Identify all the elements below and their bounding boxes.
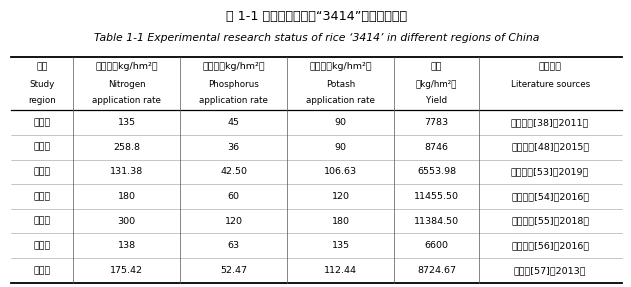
Text: 吴寿华等[53]（2019）: 吴寿华等[53]（2019） [511, 167, 589, 177]
Text: 施钒量（kg/hm²）: 施钒量（kg/hm²） [309, 63, 372, 71]
Text: 180: 180 [117, 192, 136, 201]
Text: 刘巧珍等[55]（2018）: 刘巧珍等[55]（2018） [511, 217, 589, 226]
Text: 8724.67: 8724.67 [417, 266, 456, 275]
Text: 戚士胜等[54]（2016）: 戚士胜等[54]（2016） [511, 192, 589, 201]
Text: 区域: 区域 [37, 63, 48, 71]
Text: （kg/hm²）: （kg/hm²） [416, 80, 457, 90]
Text: 施氮量（kg/hm²）: 施氮量（kg/hm²） [95, 63, 158, 71]
Text: 浙江省: 浙江省 [33, 143, 51, 152]
Text: 表 1-1 我国各地区水稻“3414”实验研究状况: 表 1-1 我国各地区水稻“3414”实验研究状况 [226, 10, 407, 23]
Text: 6600: 6600 [425, 241, 449, 250]
Text: 52.47: 52.47 [220, 266, 247, 275]
Text: 60: 60 [228, 192, 240, 201]
Text: 180: 180 [332, 217, 350, 226]
Text: application rate: application rate [307, 96, 375, 105]
Text: 45: 45 [228, 118, 240, 127]
Text: Potash: Potash [326, 80, 355, 90]
Text: 120: 120 [225, 217, 243, 226]
Text: 福建省: 福建省 [33, 167, 51, 177]
Text: Table 1-1 Experimental research status of rice ‘3414’ in different regions of Ch: Table 1-1 Experimental research status o… [94, 33, 539, 43]
Text: Nitrogen: Nitrogen [108, 80, 145, 90]
Text: application rate: application rate [199, 96, 268, 105]
Text: 135: 135 [332, 241, 350, 250]
Text: 138: 138 [117, 241, 136, 250]
Text: 106.63: 106.63 [324, 167, 357, 177]
Text: 龙箛箛等[56]（2016）: 龙箛箛等[56]（2016） [511, 241, 589, 250]
Text: 江苏省: 江苏省 [33, 217, 51, 226]
Text: 7783: 7783 [425, 118, 449, 127]
Text: 135: 135 [117, 118, 136, 127]
Text: 63: 63 [228, 241, 240, 250]
Text: 8746: 8746 [425, 143, 449, 152]
Text: 90: 90 [335, 143, 347, 152]
Text: Literature sources: Literature sources [510, 80, 590, 90]
Text: 海南省: 海南省 [33, 241, 51, 250]
Text: 董作珍等[48]（2015）: 董作珍等[48]（2015） [511, 143, 589, 152]
Text: 300: 300 [117, 217, 136, 226]
Text: application rate: application rate [92, 96, 161, 105]
Text: 11384.50: 11384.50 [414, 217, 459, 226]
Text: 6553.98: 6553.98 [417, 167, 456, 177]
Text: 王伟婠等[38]（2011）: 王伟婠等[38]（2011） [511, 118, 589, 127]
Text: Phosphorus: Phosphorus [208, 80, 259, 90]
Text: 文献来源: 文献来源 [539, 63, 562, 71]
Text: 131.38: 131.38 [110, 167, 143, 177]
Text: 安徽省: 安徽省 [33, 192, 51, 201]
Text: 施磷量（kg/hm²）: 施磷量（kg/hm²） [203, 63, 265, 71]
Text: 秦荣坤[57]（2013）: 秦荣坤[57]（2013） [514, 266, 586, 275]
Text: 258.8: 258.8 [113, 143, 140, 152]
Text: 湖北省: 湖北省 [33, 118, 51, 127]
Text: 42.50: 42.50 [220, 167, 247, 177]
Text: 产量: 产量 [431, 63, 442, 71]
Text: 11455.50: 11455.50 [414, 192, 459, 201]
Text: Study: Study [30, 80, 55, 90]
Text: 36: 36 [228, 143, 240, 152]
Text: 广西省: 广西省 [33, 266, 51, 275]
Text: 112.44: 112.44 [324, 266, 357, 275]
Text: region: region [28, 96, 56, 105]
Text: 175.42: 175.42 [110, 266, 143, 275]
Text: Yield: Yield [426, 96, 447, 105]
Text: 120: 120 [332, 192, 350, 201]
Text: 90: 90 [335, 118, 347, 127]
